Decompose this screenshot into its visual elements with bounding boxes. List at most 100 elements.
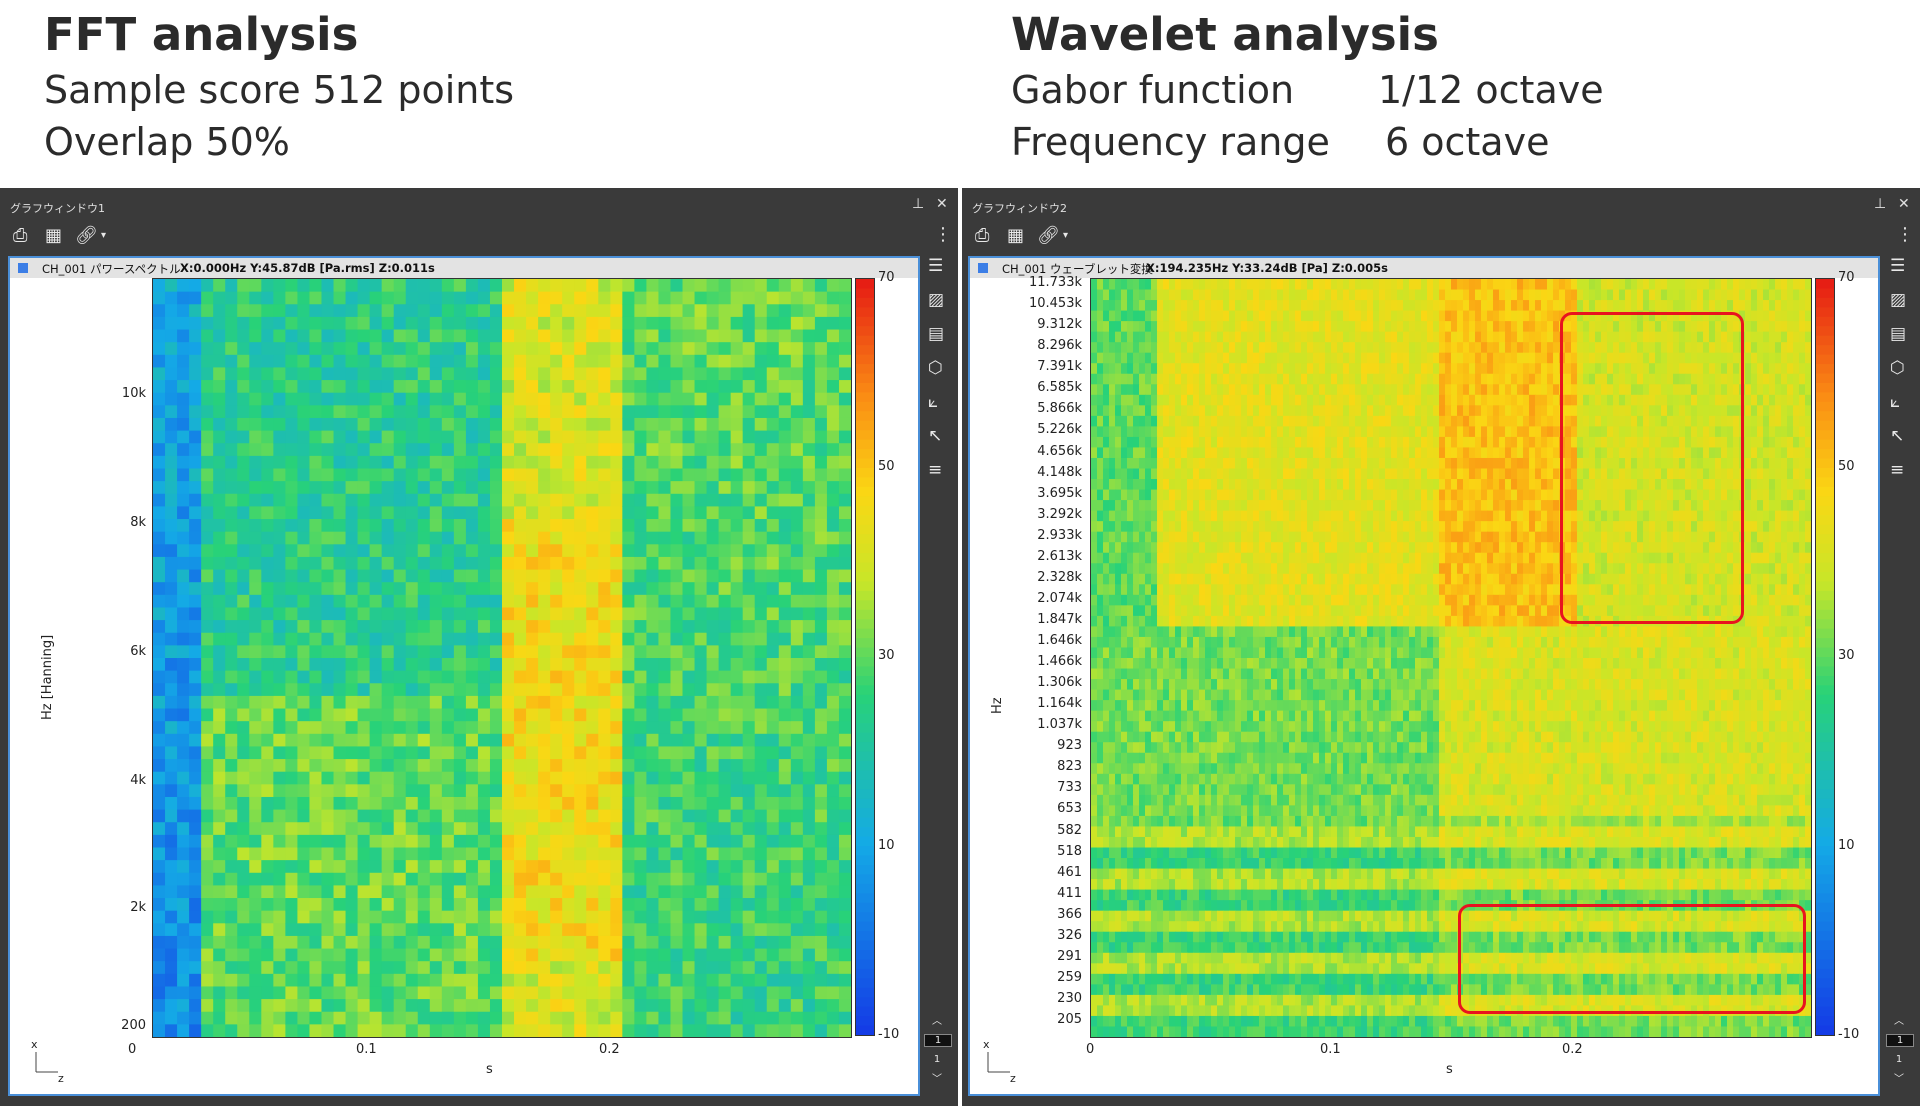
heatmap-cell — [1133, 300, 1140, 312]
heatmap-cell — [297, 519, 311, 533]
heatmap-cell — [189, 569, 202, 583]
link-icon[interactable]: 🔗︎ — [1037, 225, 1060, 246]
heatmap-cell — [393, 493, 407, 507]
heatmap-cell — [417, 556, 431, 571]
heatmap-cell — [381, 279, 395, 293]
heatmap-cell — [309, 948, 323, 962]
heatmap-cell — [646, 405, 660, 419]
heatmap-cell — [586, 784, 599, 798]
heatmap-cell — [1193, 342, 1200, 354]
heatmap-cell — [453, 935, 467, 950]
page-down-icon[interactable]: ﹀ — [932, 1074, 942, 1085]
chevron-down-icon[interactable]: ▾ — [1063, 230, 1069, 241]
close-icon[interactable]: ✕ — [936, 196, 948, 212]
wavelet-scalogram[interactable] — [1090, 278, 1812, 1038]
heatmap-cell — [429, 443, 443, 457]
heatmap-cell — [369, 948, 383, 962]
page-current[interactable]: 1 — [924, 1034, 952, 1047]
heatmap-cell — [1253, 310, 1260, 322]
heatmap-cell — [249, 822, 262, 836]
heatmap-cell — [1205, 394, 1212, 406]
heatmap-cell — [730, 961, 744, 975]
list-icon[interactable]: ☰ — [928, 256, 944, 276]
heatmap-cell — [742, 620, 756, 634]
heatmap-cell — [634, 607, 648, 621]
heatmap-cell — [357, 594, 371, 609]
chevron-down-icon[interactable]: ▾ — [101, 230, 107, 241]
cube-icon[interactable]: ⬡ — [928, 358, 943, 378]
heatmap-cell — [790, 961, 804, 975]
heatmap-cell — [1733, 321, 1740, 333]
heatmap-cell — [1277, 384, 1284, 396]
wavelet-header: Wavelet analysis Gabor function 1/12 oct… — [967, 0, 1920, 188]
heatmap-cell — [1121, 279, 1128, 291]
grid-icon[interactable]: ▦ — [1007, 225, 1025, 246]
heatmap-cell — [622, 380, 635, 394]
heatmap-cell — [237, 607, 250, 621]
colorbar-swatch — [856, 685, 874, 696]
heatmap-cell — [309, 304, 323, 318]
heatmap-cell — [826, 670, 840, 684]
heatmap-cell — [598, 468, 611, 482]
pin-icon[interactable]: ⊥ — [1874, 196, 1887, 212]
heatmap-cell — [502, 746, 515, 760]
heatmap-cell — [742, 973, 756, 988]
window-title-bar[interactable]: グラフウィンドウ2 ⊥ ✕ — [962, 188, 1920, 215]
heatmap-cell — [261, 898, 274, 912]
heatmap-cell — [634, 645, 648, 659]
heatmap-cell — [706, 620, 720, 634]
heatmap-cell — [706, 721, 720, 735]
menu-dots-icon[interactable]: ⋮ — [934, 224, 952, 245]
heatmap-cell — [381, 746, 395, 760]
window-title-bar[interactable]: グラフウィンドウ1 ⊥ ✕ — [0, 188, 958, 215]
heatmap-cell — [153, 380, 166, 394]
heatmap-cell — [357, 796, 371, 811]
heatmap-cell — [405, 670, 419, 684]
fft-spectrogram[interactable] — [152, 278, 852, 1038]
grid-icon[interactable]: ▦ — [45, 225, 63, 246]
heatmap-cell — [261, 392, 274, 406]
heatmap-cell — [417, 935, 431, 950]
image-icon[interactable]: ▨ — [928, 290, 945, 310]
menu-dots-icon[interactable]: ⋮ — [1896, 224, 1914, 245]
heatmap-cell — [1577, 300, 1584, 312]
heatmap-cell — [754, 342, 768, 356]
heatmap-cell — [766, 620, 780, 634]
heatmap-cell — [670, 986, 684, 1000]
cursor-icon[interactable]: ↖ — [928, 426, 943, 446]
heatmap-cell — [514, 910, 527, 924]
heatmap-cell — [1595, 331, 1602, 343]
link-icon[interactable]: 🔗︎ — [75, 225, 98, 246]
heatmap-cell — [778, 809, 792, 823]
print-icon[interactable]: ⎙ — [13, 225, 28, 246]
axes-icon[interactable]: ⟀ — [928, 392, 939, 412]
heatmap-cell — [574, 809, 587, 823]
heatmap-cell — [694, 582, 708, 596]
heatmap-cell — [562, 961, 575, 975]
heatmap-cell — [213, 910, 226, 924]
heatmap-cell — [538, 973, 551, 988]
print-icon[interactable]: ⎙ — [975, 225, 990, 246]
heatmap-cell — [1757, 352, 1764, 364]
page-up-icon[interactable]: ︿ — [932, 1016, 942, 1027]
colorbar-swatch — [856, 987, 874, 998]
table-icon[interactable]: ▤ — [928, 324, 945, 344]
pin-icon[interactable]: ⊥ — [912, 196, 925, 212]
heatmap-cell — [610, 809, 623, 823]
heatmap-cell — [177, 809, 190, 823]
lines-icon[interactable]: ≡ — [928, 460, 943, 480]
heatmap-cell — [1247, 394, 1254, 406]
heatmap-cell — [1373, 363, 1380, 375]
heatmap-cell — [538, 304, 551, 318]
heatmap-cell — [646, 872, 660, 886]
wavelet-function-label: Gabor function — [1011, 68, 1295, 112]
heatmap-cell — [1499, 342, 1506, 354]
heatmap-cell — [429, 569, 443, 583]
heatmap-cell — [189, 405, 202, 419]
close-icon[interactable]: ✕ — [1898, 196, 1910, 212]
heatmap-cell — [826, 961, 840, 975]
heatmap-cell — [177, 569, 190, 583]
heatmap-cell — [634, 367, 648, 381]
colorbar-swatch — [856, 666, 874, 677]
heatmap-cell — [550, 999, 563, 1013]
